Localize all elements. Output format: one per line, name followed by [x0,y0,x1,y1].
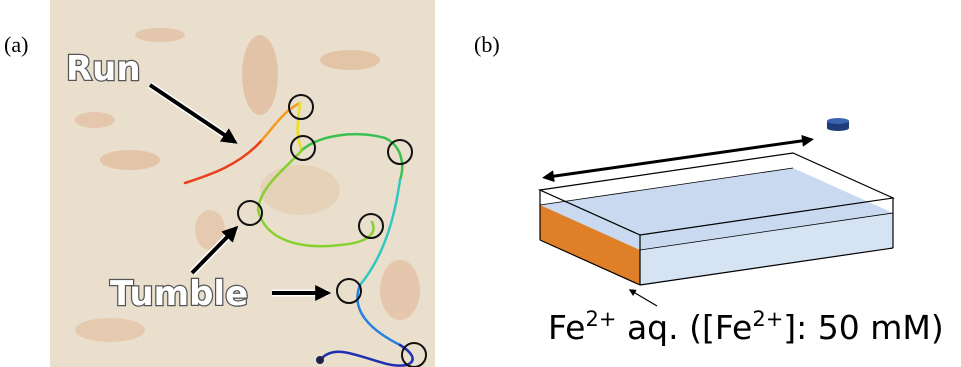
panel-label: (b) [474,32,500,57]
solution-label: Fe2+ aq. ([Fe2+]: 50 mM) [548,307,944,347]
tumble-label: Tumble [110,274,248,314]
magnet [827,118,849,131]
pointer-arrow [630,290,657,306]
text: aq. ([Fe [616,308,752,347]
text: ]: 50 mM) [783,308,943,347]
run-label: Run [66,49,141,89]
container [540,153,893,285]
text: Fe [548,308,585,347]
panel-label: (a) [4,32,28,57]
superscript: 2+ [752,307,783,331]
superscript: 2+ [585,307,616,331]
figure: (a) Run Tumb [0,0,961,367]
